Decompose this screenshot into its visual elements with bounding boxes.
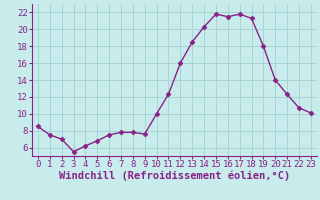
X-axis label: Windchill (Refroidissement éolien,°C): Windchill (Refroidissement éolien,°C) xyxy=(59,171,290,181)
